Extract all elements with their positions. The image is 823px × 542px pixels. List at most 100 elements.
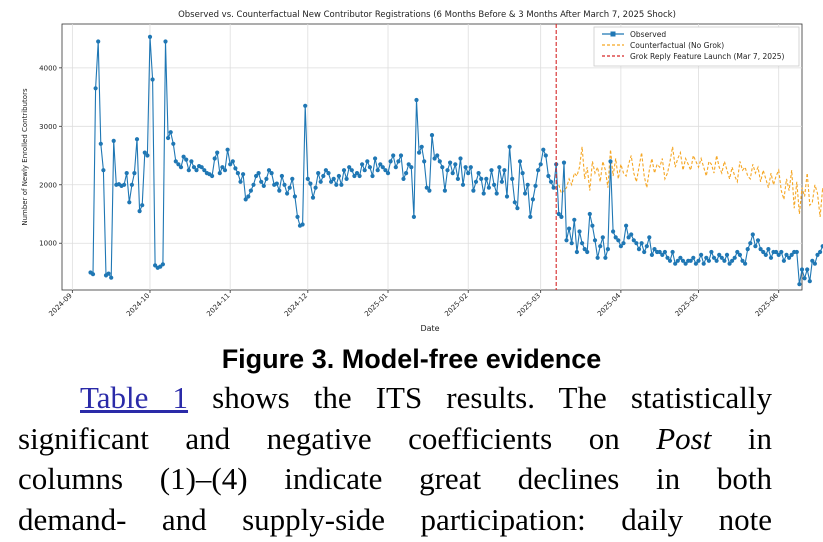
observed-point — [194, 168, 199, 173]
observed-line — [90, 36, 823, 285]
observed-point — [512, 200, 517, 205]
observed-point — [616, 238, 621, 243]
observed-point — [779, 249, 784, 255]
observed-point — [341, 168, 347, 173]
observed-point — [636, 247, 642, 252]
x-tick-label: 2024-11 — [205, 292, 231, 318]
legend: Observed Counterfactual (No Grok) Grok R… — [593, 26, 800, 67]
observed-point — [737, 252, 743, 257]
observed-point — [471, 188, 476, 193]
observed-point — [370, 173, 375, 179]
counterfactual-series — [558, 146, 823, 217]
legend-counterfactual-label: Counterfactual (No Grok) — [630, 41, 724, 50]
observed-point — [489, 168, 494, 173]
y-tick-label: 2000 — [39, 181, 57, 189]
observed-point — [515, 206, 520, 211]
chart-title: Observed vs. Counterfactual New Contribu… — [178, 10, 676, 20]
observed-point — [675, 258, 680, 263]
observed-point — [517, 159, 523, 164]
observed-point — [724, 252, 730, 257]
counterfactual-line — [558, 146, 823, 217]
observed-point — [730, 258, 735, 263]
observed-point — [719, 255, 724, 260]
observed-point — [308, 181, 313, 186]
table-1-link[interactable]: Table 1 — [80, 380, 189, 415]
observed-point — [150, 77, 155, 82]
observed-point — [419, 144, 424, 149]
observed-point — [127, 200, 132, 205]
observed-point — [561, 160, 567, 165]
observed-point — [347, 165, 352, 170]
observed-point — [768, 255, 774, 260]
observed-point — [163, 39, 168, 44]
observed-point — [621, 241, 626, 246]
observed-point — [647, 235, 652, 240]
post-variable: Post — [656, 420, 712, 456]
observed-point — [435, 153, 440, 158]
observed-point — [448, 160, 453, 165]
observed-point — [541, 147, 546, 152]
observed-point — [750, 232, 755, 237]
observed-point — [753, 244, 758, 249]
observed-point — [401, 176, 406, 181]
observed-point — [538, 162, 543, 167]
observed-point — [256, 171, 261, 176]
observed-point — [243, 197, 248, 202]
legend-observed-label: Observed — [630, 30, 666, 39]
observed-point — [269, 171, 274, 176]
line-2-text-a: significant and negative coefficients on — [18, 420, 657, 456]
y-tick-label: 1000 — [39, 240, 57, 248]
observed-point — [357, 173, 362, 179]
observed-point — [543, 153, 548, 158]
figure-caption: Figure 3. Model-free evidence — [221, 344, 602, 374]
observed-point — [580, 241, 585, 246]
observed-point — [445, 168, 450, 173]
observed-point — [440, 165, 445, 170]
observed-point — [101, 168, 106, 173]
observed-point — [468, 165, 473, 170]
observed-point — [507, 144, 512, 149]
observed-point — [629, 232, 634, 237]
observed-point — [683, 261, 688, 266]
observed-point — [424, 185, 429, 190]
observed-point — [504, 194, 510, 199]
observed-point — [497, 165, 502, 170]
observed-point — [300, 222, 305, 227]
observed-point — [292, 194, 297, 199]
observed-point — [598, 244, 603, 249]
observed-point — [339, 182, 344, 187]
observed-point — [572, 217, 577, 222]
observed-point — [735, 249, 740, 255]
observed-point — [502, 168, 507, 173]
observed-point — [282, 182, 287, 187]
observed-point — [699, 252, 704, 257]
observed-point — [329, 179, 334, 184]
observed-point — [662, 249, 668, 255]
observed-point — [644, 244, 649, 249]
observed-point — [365, 159, 370, 164]
observed-point — [799, 267, 805, 272]
y-axis-ticks: 1000 2000 3000 4000 — [39, 64, 62, 248]
observed-point — [176, 162, 181, 167]
observed-point — [404, 171, 409, 176]
observed-point — [251, 182, 256, 187]
y-tick-label: 3000 — [39, 123, 57, 131]
observed-point — [551, 185, 556, 190]
x-tick-label: 2025-04 — [596, 291, 623, 318]
observed-point — [442, 188, 447, 193]
observed-point — [225, 147, 230, 152]
observed-point — [222, 168, 228, 173]
observed-point — [334, 182, 339, 187]
observed-point — [145, 153, 150, 158]
observed-point — [166, 135, 171, 141]
paragraph-line-4: demand- and supply-side participation: d… — [18, 501, 772, 537]
observed-point — [310, 195, 316, 200]
observed-point — [789, 252, 794, 257]
observed-point — [228, 162, 233, 167]
observed-point — [476, 171, 481, 176]
x-tick-label: 2025-06 — [754, 291, 781, 318]
observed-point — [510, 176, 515, 181]
observed-point — [453, 162, 458, 167]
observed-point — [171, 141, 176, 146]
x-tick-label: 2025-03 — [516, 292, 542, 318]
